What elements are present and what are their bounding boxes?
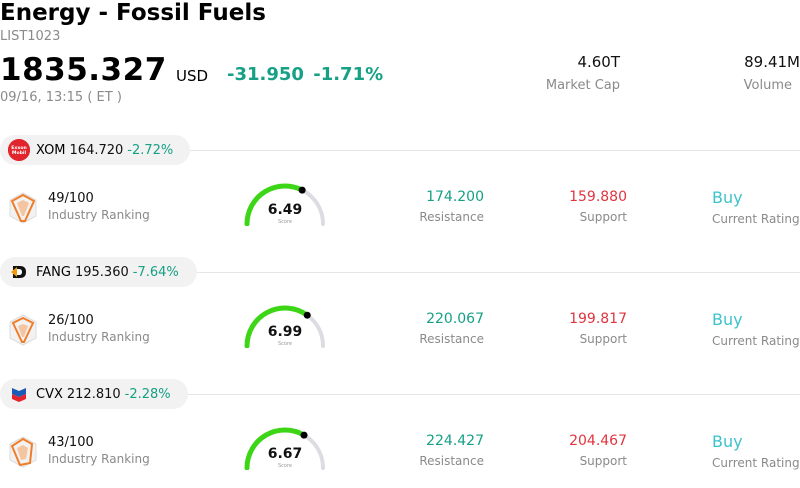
resistance-label: Resistance	[419, 454, 484, 468]
score-gauge-fill	[244, 305, 310, 349]
industry-rank-label: Industry Ranking	[48, 208, 150, 222]
index-price: 1835.327	[0, 52, 167, 88]
industry-rank-value: 49/100	[48, 191, 94, 206]
currency-label: USD	[176, 67, 209, 85]
score-gauge-marker	[298, 186, 306, 194]
stock-pill-fang[interactable]: FANG 195.360 -7.64%	[0, 257, 197, 287]
support-label: Support	[579, 332, 627, 346]
support-label: Support	[579, 454, 627, 468]
stock-price: 195.360	[74, 264, 129, 280]
list-code: LIST1023	[0, 29, 61, 44]
rating-value: Buy	[712, 310, 743, 329]
score-gauge-marker	[300, 431, 308, 439]
resistance-value: 220.067	[426, 311, 484, 327]
market-cap-value: 4.60T	[577, 53, 620, 71]
timestamp: 09/16, 13:15 ( ET )	[0, 90, 122, 105]
industry-rank-value: 43/100	[48, 435, 94, 450]
score-gauge-fill	[244, 427, 307, 471]
rating-label: Current Rating	[712, 212, 800, 226]
score-gauge-svg: 6.67 Score	[244, 427, 325, 471]
support-value: 199.817	[569, 311, 627, 327]
rating-label: Current Rating	[712, 334, 800, 348]
ranking-icon	[8, 314, 38, 350]
stock-price: 212.810	[66, 386, 121, 402]
ranking-icon	[8, 436, 38, 472]
exxon-logo-text-1: Exxon	[11, 145, 27, 151]
market-cap-label: Market Cap	[545, 78, 620, 93]
stock-symbol: XOM	[36, 142, 66, 158]
rating-value: Buy	[712, 432, 743, 451]
score-label: Score	[278, 219, 292, 225]
support-value: 159.880	[569, 189, 627, 205]
divider	[0, 272, 800, 273]
stock-pill-xom[interactable]: Exxon Mobil XOM 164.720 -2.72%	[0, 135, 190, 165]
score-gauge: 6.99 Score	[240, 298, 330, 352]
score-value: 6.49	[268, 202, 303, 218]
support-value: 204.467	[569, 433, 627, 449]
stock-symbol: CVX	[36, 386, 63, 402]
exxon-logo-text-2: Mobil	[12, 150, 27, 156]
score-value: 6.99	[268, 324, 303, 340]
price-change-percent: -1.71%	[313, 64, 384, 85]
score-gauge-svg: 6.49 Score	[244, 183, 325, 227]
resistance-label: Resistance	[419, 210, 484, 224]
industry-rank-label: Industry Ranking	[48, 330, 150, 344]
stock-change-percent: -2.28%	[124, 386, 171, 402]
score-gauge-marker	[303, 311, 311, 319]
price-change: -31.950 -1.71%	[227, 64, 383, 85]
resistance-value: 174.200	[426, 189, 484, 205]
score-gauge-fill	[244, 183, 305, 227]
stock-price: 164.720	[69, 142, 124, 158]
rating-value: Buy	[712, 188, 743, 207]
score-label: Score	[278, 463, 292, 469]
stock-pill-cvx[interactable]: CVX 212.810 -2.28%	[0, 379, 188, 409]
industry-rank-label: Industry Ranking	[48, 452, 150, 466]
stock-change-percent: -7.64%	[132, 264, 179, 280]
industry-rank-value: 26/100	[48, 313, 94, 328]
score-value: 6.67	[268, 446, 303, 462]
diamondback-logo	[8, 261, 30, 283]
divider	[0, 394, 800, 395]
score-gauge: 6.67 Score	[240, 420, 330, 474]
volume-label: Volume	[743, 78, 792, 93]
exxon-mobil-logo: Exxon Mobil	[8, 139, 30, 161]
rating-label: Current Rating	[712, 456, 800, 470]
resistance-label: Resistance	[419, 332, 484, 346]
price-change-value: -31.950	[227, 64, 304, 85]
support-label: Support	[579, 210, 627, 224]
stock-change-percent: -2.72%	[127, 142, 174, 158]
volume-value: 89.41M	[744, 53, 800, 71]
page-title: Energy - Fossil Fuels	[0, 0, 266, 26]
score-gauge: 6.49 Score	[240, 176, 330, 230]
chevron-logo	[8, 383, 30, 405]
stock-symbol: FANG	[36, 264, 71, 280]
divider	[0, 150, 800, 151]
score-gauge-svg: 6.99 Score	[244, 305, 325, 349]
ranking-icon	[8, 192, 38, 228]
score-label: Score	[278, 341, 292, 347]
resistance-value: 224.427	[426, 433, 484, 449]
